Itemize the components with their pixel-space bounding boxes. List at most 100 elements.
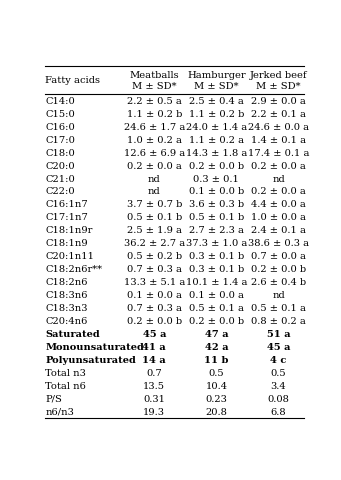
Text: 20.8: 20.8 (205, 407, 227, 416)
Text: Saturated: Saturated (45, 329, 100, 338)
Text: 1.4 ± 0.1 a: 1.4 ± 0.1 a (251, 135, 306, 144)
Text: 3.7 ± 0.7 b: 3.7 ± 0.7 b (127, 200, 182, 209)
Text: 12.6 ± 6.9 a: 12.6 ± 6.9 a (124, 148, 185, 157)
Text: 0.2 ± 0.0 b: 0.2 ± 0.0 b (189, 161, 244, 170)
Text: 0.5 ± 0.1 a: 0.5 ± 0.1 a (189, 303, 244, 312)
Text: 0.1 ± 0.0 a: 0.1 ± 0.0 a (189, 290, 244, 300)
Text: P/S: P/S (45, 394, 62, 403)
Text: C17:0: C17:0 (45, 135, 75, 144)
Text: C20:4n6: C20:4n6 (45, 316, 88, 325)
Text: 0.2 ± 0.0 a: 0.2 ± 0.0 a (127, 161, 182, 170)
Text: 0.7: 0.7 (146, 368, 162, 377)
Text: 37.3 ± 1.0 a: 37.3 ± 1.0 a (186, 239, 247, 248)
Text: 2.7 ± 2.3 a: 2.7 ± 2.3 a (189, 226, 244, 235)
Text: 0.5: 0.5 (209, 368, 224, 377)
Text: C20:0: C20:0 (45, 161, 75, 170)
Text: nd: nd (272, 290, 285, 300)
Text: 6.8: 6.8 (271, 407, 286, 416)
Text: Total n6: Total n6 (45, 381, 86, 390)
Text: Jerked beef
M ± SD*: Jerked beef M ± SD* (250, 71, 307, 91)
Text: 24.6 ± 1.7 a: 24.6 ± 1.7 a (123, 122, 185, 132)
Text: Monounsaturated: Monounsaturated (45, 342, 144, 351)
Text: 0.1 ± 0.0 b: 0.1 ± 0.0 b (189, 187, 244, 196)
Text: 0.7 ± 0.3 a: 0.7 ± 0.3 a (127, 264, 182, 274)
Text: Meatballs
M ± SD*: Meatballs M ± SD* (130, 71, 179, 91)
Text: 36.2 ± 2.7 a: 36.2 ± 2.7 a (124, 239, 185, 248)
Text: 0.2 ± 0.0 b: 0.2 ± 0.0 b (251, 264, 306, 274)
Text: nd: nd (148, 187, 161, 196)
Text: 1.1 ± 0.2 a: 1.1 ± 0.2 a (189, 135, 244, 144)
Text: nd: nd (148, 174, 161, 183)
Text: 2.5 ± 0.4 a: 2.5 ± 0.4 a (189, 96, 244, 106)
Text: C18:0: C18:0 (45, 148, 75, 157)
Text: C20:1n11: C20:1n11 (45, 252, 94, 261)
Text: C18:3n3: C18:3n3 (45, 303, 88, 312)
Text: 51 a: 51 a (267, 329, 290, 338)
Text: 13.3 ± 5.1 a: 13.3 ± 5.1 a (123, 277, 185, 287)
Text: 2.4 ± 0.1 a: 2.4 ± 0.1 a (251, 226, 306, 235)
Text: 19.3: 19.3 (143, 407, 165, 416)
Text: Hamburger
M ± SD*: Hamburger M ± SD* (187, 71, 246, 91)
Text: 1.0 ± 0.2 a: 1.0 ± 0.2 a (127, 135, 182, 144)
Text: 0.31: 0.31 (143, 394, 165, 403)
Text: 0.7 ± 0.0 a: 0.7 ± 0.0 a (251, 252, 306, 261)
Text: 0.5: 0.5 (271, 368, 286, 377)
Text: 1.1 ± 0.2 b: 1.1 ± 0.2 b (189, 109, 244, 119)
Text: 2.6 ± 0.4 b: 2.6 ± 0.4 b (251, 277, 306, 287)
Text: 0.5 ± 0.1 a: 0.5 ± 0.1 a (251, 303, 306, 312)
Text: 3.6 ± 0.3 b: 3.6 ± 0.3 b (189, 200, 244, 209)
Text: 0.3 ± 0.1 b: 0.3 ± 0.1 b (189, 252, 244, 261)
Text: C15:0: C15:0 (45, 109, 75, 119)
Text: C16:1n7: C16:1n7 (45, 200, 88, 209)
Text: 2.2 ± 0.5 a: 2.2 ± 0.5 a (127, 96, 182, 106)
Text: n6/n3: n6/n3 (45, 407, 74, 416)
Text: 42 a: 42 a (205, 342, 228, 351)
Text: C21:0: C21:0 (45, 174, 75, 183)
Text: C18:1n9: C18:1n9 (45, 239, 88, 248)
Text: 0.08: 0.08 (268, 394, 290, 403)
Text: C18:2n6r**: C18:2n6r** (45, 264, 102, 274)
Text: 1.0 ± 0.0 a: 1.0 ± 0.0 a (251, 213, 306, 222)
Text: C18:1n9r: C18:1n9r (45, 226, 93, 235)
Text: 1.1 ± 0.2 b: 1.1 ± 0.2 b (127, 109, 182, 119)
Text: 0.5 ± 0.1 b: 0.5 ± 0.1 b (189, 213, 244, 222)
Text: 0.2 ± 0.0 a: 0.2 ± 0.0 a (251, 161, 306, 170)
Text: 0.2 ± 0.0 b: 0.2 ± 0.0 b (189, 316, 244, 325)
Text: 2.2 ± 0.1 a: 2.2 ± 0.1 a (251, 109, 306, 119)
Text: Total n3: Total n3 (45, 368, 86, 377)
Text: 0.3 ± 0.1 b: 0.3 ± 0.1 b (189, 264, 244, 274)
Text: 17.4 ± 0.1 a: 17.4 ± 0.1 a (248, 148, 309, 157)
Text: C18:2n6: C18:2n6 (45, 277, 88, 287)
Text: 0.8 ± 0.2 a: 0.8 ± 0.2 a (251, 316, 306, 325)
Text: 0.5 ± 0.2 b: 0.5 ± 0.2 b (127, 252, 182, 261)
Text: C16:0: C16:0 (45, 122, 75, 132)
Text: 47 a: 47 a (205, 329, 228, 338)
Text: 10.1 ± 1.4 a: 10.1 ± 1.4 a (186, 277, 247, 287)
Text: 41 a: 41 a (143, 342, 166, 351)
Text: 24.0 ± 1.4 a: 24.0 ± 1.4 a (186, 122, 247, 132)
Text: 3.4: 3.4 (271, 381, 286, 390)
Text: 10.4: 10.4 (205, 381, 227, 390)
Text: nd: nd (272, 174, 285, 183)
Text: 4 c: 4 c (270, 355, 287, 364)
Text: 0.3 ± 0.1: 0.3 ± 0.1 (193, 174, 239, 183)
Text: C17:1n7: C17:1n7 (45, 213, 88, 222)
Text: 0.7 ± 0.3 a: 0.7 ± 0.3 a (127, 303, 182, 312)
Text: 45 a: 45 a (267, 342, 290, 351)
Text: C18:3n6: C18:3n6 (45, 290, 88, 300)
Text: Fatty acids: Fatty acids (45, 76, 100, 85)
Text: 14 a: 14 a (143, 355, 166, 364)
Text: 45 a: 45 a (143, 329, 166, 338)
Text: 24.6 ± 0.0 a: 24.6 ± 0.0 a (248, 122, 309, 132)
Text: 4.4 ± 0.0 a: 4.4 ± 0.0 a (251, 200, 306, 209)
Text: C14:0: C14:0 (45, 96, 75, 106)
Text: Polyunsaturated: Polyunsaturated (45, 355, 136, 364)
Text: 2.9 ± 0.0 a: 2.9 ± 0.0 a (251, 96, 306, 106)
Text: 0.5 ± 0.1 b: 0.5 ± 0.1 b (127, 213, 182, 222)
Text: 2.5 ± 1.9 a: 2.5 ± 1.9 a (127, 226, 182, 235)
Text: 14.3 ± 1.8 a: 14.3 ± 1.8 a (186, 148, 247, 157)
Text: 0.1 ± 0.0 a: 0.1 ± 0.0 a (127, 290, 182, 300)
Text: 0.2 ± 0.0 b: 0.2 ± 0.0 b (127, 316, 182, 325)
Text: 38.6 ± 0.3 a: 38.6 ± 0.3 a (248, 239, 309, 248)
Text: 11 b: 11 b (204, 355, 228, 364)
